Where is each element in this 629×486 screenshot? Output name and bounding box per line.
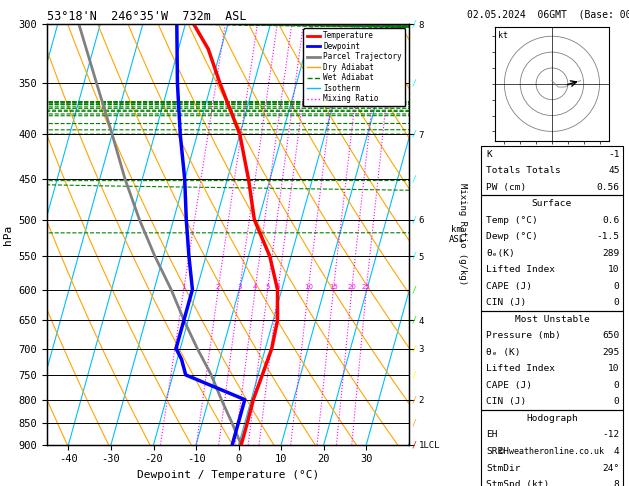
Text: /: / (412, 215, 417, 224)
Text: 02.05.2024  06GMT  (Base: 00): 02.05.2024 06GMT (Base: 00) (467, 9, 629, 19)
Text: Hodograph: Hodograph (526, 414, 578, 423)
X-axis label: Dewpoint / Temperature (°C): Dewpoint / Temperature (°C) (137, 470, 319, 480)
Text: /: / (412, 79, 417, 88)
Text: /: / (412, 440, 417, 449)
Text: 6: 6 (276, 283, 281, 290)
Text: CAPE (J): CAPE (J) (486, 381, 532, 390)
Text: 0: 0 (614, 398, 620, 406)
Text: 0: 0 (614, 298, 620, 307)
Text: /: / (412, 418, 417, 427)
Text: 24°: 24° (603, 464, 620, 472)
Text: Temp (°C): Temp (°C) (486, 216, 538, 225)
Text: -12: -12 (603, 431, 620, 439)
Text: Totals Totals: Totals Totals (486, 166, 561, 175)
Text: Surface: Surface (532, 199, 572, 208)
Text: 0: 0 (614, 381, 620, 390)
Text: 289: 289 (603, 249, 620, 258)
Text: StmDir: StmDir (486, 464, 521, 472)
Text: PW (cm): PW (cm) (486, 183, 526, 191)
Text: /: / (412, 344, 417, 353)
Text: Most Unstable: Most Unstable (515, 315, 589, 324)
Text: 4: 4 (253, 283, 257, 290)
Text: Dewp (°C): Dewp (°C) (486, 232, 538, 241)
Text: © weatheronline.co.uk: © weatheronline.co.uk (499, 447, 604, 456)
Text: θₑ(K): θₑ(K) (486, 249, 515, 258)
Text: 0: 0 (614, 282, 620, 291)
Text: Pressure (mb): Pressure (mb) (486, 331, 561, 340)
Text: 20: 20 (347, 283, 356, 290)
Text: CAPE (J): CAPE (J) (486, 282, 532, 291)
Text: 10: 10 (608, 265, 620, 274)
Text: /: / (412, 370, 417, 380)
Text: 2: 2 (216, 283, 220, 290)
Text: Mixing Ratio (g/kg): Mixing Ratio (g/kg) (458, 183, 467, 286)
Text: 45: 45 (608, 166, 620, 175)
Text: kt: kt (498, 31, 508, 40)
Text: Lifted Index: Lifted Index (486, 364, 555, 373)
Text: /: / (412, 175, 417, 184)
Text: /: / (412, 395, 417, 404)
Text: 295: 295 (603, 348, 620, 357)
Text: /: / (412, 130, 417, 139)
Text: -1.5: -1.5 (596, 232, 620, 241)
Text: 1: 1 (181, 283, 186, 290)
Text: StmSpd (kt): StmSpd (kt) (486, 480, 550, 486)
Text: 4: 4 (614, 447, 620, 456)
Y-axis label: km
ASL: km ASL (448, 225, 465, 244)
Text: /: / (412, 20, 417, 29)
Text: 650: 650 (603, 331, 620, 340)
Text: 15: 15 (329, 283, 338, 290)
Text: 0.56: 0.56 (596, 183, 620, 191)
Text: θₑ (K): θₑ (K) (486, 348, 521, 357)
Text: 5: 5 (265, 283, 270, 290)
Text: K: K (486, 150, 492, 158)
Text: EH: EH (486, 431, 498, 439)
Text: Lifted Index: Lifted Index (486, 265, 555, 274)
Text: SREH: SREH (486, 447, 509, 456)
Text: 10: 10 (608, 364, 620, 373)
Text: CIN (J): CIN (J) (486, 298, 526, 307)
Text: CIN (J): CIN (J) (486, 398, 526, 406)
Text: /: / (412, 316, 417, 325)
Y-axis label: hPa: hPa (3, 225, 13, 244)
Text: 10: 10 (304, 283, 313, 290)
Text: 53°18'N  246°35'W  732m  ASL: 53°18'N 246°35'W 732m ASL (47, 10, 247, 23)
Text: /: / (412, 252, 417, 261)
Text: 3: 3 (237, 283, 242, 290)
Legend: Temperature, Dewpoint, Parcel Trajectory, Dry Adiabat, Wet Adiabat, Isotherm, Mi: Temperature, Dewpoint, Parcel Trajectory… (303, 28, 405, 106)
Text: 8: 8 (614, 480, 620, 486)
Text: -1: -1 (608, 150, 620, 158)
Text: 0.6: 0.6 (603, 216, 620, 225)
Text: /: / (412, 285, 417, 294)
Text: 25: 25 (362, 283, 370, 290)
